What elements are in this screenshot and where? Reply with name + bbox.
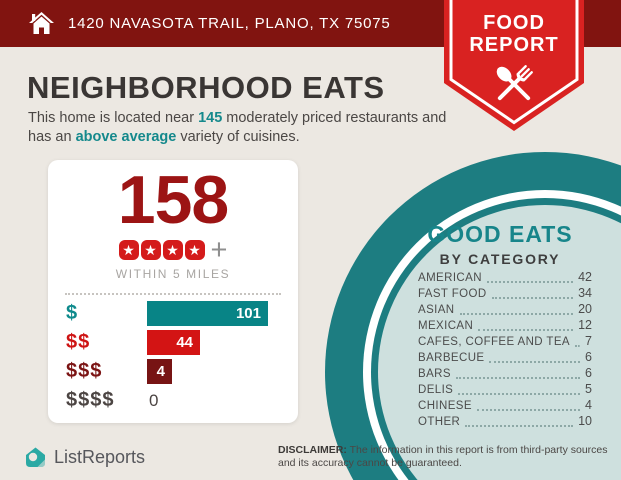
category-count: 34: [578, 286, 592, 300]
category-row: BARBECUE 6: [418, 350, 592, 366]
dot-leader: [459, 313, 574, 315]
badge-line1: FOOD: [483, 12, 545, 34]
category-name: OTHER: [418, 416, 461, 428]
dot-leader: [574, 345, 581, 347]
bar-area: 4: [147, 359, 268, 384]
category-name: AMERICAN: [418, 272, 482, 284]
category-row: AMERICAN 42: [418, 270, 592, 286]
category-list: AMERICAN 42 FAST FOOD 34 ASIAN 20 MEXICAN 12 CAF…: [418, 270, 592, 430]
intro-suffix: variety of cuisines.: [176, 129, 300, 145]
star-icon: ★: [140, 239, 161, 260]
category-count: 5: [585, 382, 592, 396]
food-report-badge: FOOD REPORT: [444, 0, 584, 133]
category-name: DELIS: [418, 384, 454, 396]
rating-stars: ★ ★ ★ ★ +: [48, 233, 298, 266]
price-level-label: $$$: [66, 360, 103, 382]
listreports-house-icon: [24, 446, 47, 469]
dot-leader: [486, 281, 574, 283]
dot-leader: [476, 409, 581, 411]
bar-area: 0: [147, 388, 268, 413]
dot-leader: [491, 297, 574, 299]
category-count: 10: [578, 414, 592, 428]
category-row: BARS 6: [418, 366, 592, 382]
bar-value: 44: [176, 334, 193, 351]
dot-leader: [478, 329, 574, 331]
plus-sign: +: [210, 233, 228, 266]
category-count: 7: [585, 334, 592, 348]
intro-middle: moderately priced restaurants and has an: [28, 110, 447, 145]
above-average-highlight: above average: [75, 129, 177, 145]
category-name: CAFES, COFFEE AND TEA: [418, 336, 570, 348]
good-eats-subtitle: BY CATEGORY: [439, 251, 561, 267]
radius-label: WITHIN 5 MILES: [115, 267, 231, 281]
disclaimer: DISCLAIMER: The information in this repo…: [278, 444, 614, 470]
dot-leader: [489, 361, 581, 363]
total-restaurants: 158: [117, 162, 229, 238]
good-eats-header: GOOD EATS BY CATEGORY: [400, 221, 600, 267]
listreports-logo: ListReports: [24, 446, 145, 469]
category-count: 6: [585, 350, 592, 364]
bar: 101: [147, 301, 268, 326]
dot-leader: [465, 425, 574, 427]
category-name: CHINESE: [418, 400, 472, 412]
bar-area: 101: [147, 301, 268, 326]
restaurant-count: 145: [198, 110, 223, 126]
category-name: FAST FOOD: [418, 288, 487, 300]
intro-prefix: This home is located near: [28, 110, 199, 126]
intro-text: This home is located near 145 moderately…: [28, 109, 448, 147]
price-level-label: $: [66, 302, 79, 324]
category-row: MEXICAN 12: [418, 318, 592, 334]
disclaimer-label: DISCLAIMER:: [278, 444, 347, 456]
category-count: 12: [578, 318, 592, 332]
price-level-label: $$: [66, 331, 91, 353]
page-title: NEIGHBORHOOD EATS: [27, 70, 385, 105]
category-count: 4: [585, 398, 592, 412]
brand-name: ListReports: [54, 447, 146, 467]
star-icon: ★: [184, 239, 205, 260]
bar: 44: [147, 330, 200, 355]
category-name: BARBECUE: [418, 352, 485, 364]
badge-line2: REPORT: [469, 34, 559, 56]
category-count: 20: [578, 302, 592, 316]
disclaimer-text: The information in this report is from t…: [278, 444, 608, 469]
category-name: BARS: [418, 368, 451, 380]
bar-row: $$ 44: [48, 328, 298, 357]
property-address: 1420 NAVASOTA TRAIL, PLANO, TX 75075: [68, 15, 391, 32]
category-row: FAST FOOD 34: [418, 286, 592, 302]
bar-value: 4: [156, 363, 165, 380]
category-row: CHINESE 4: [418, 398, 592, 414]
category-row: ASIAN 20: [418, 302, 592, 318]
bar-row: $$$ 4: [48, 357, 298, 386]
dot-leader: [455, 377, 581, 379]
price-bar-chart: $101 $$ 44 $$$ 4 $$$$ 0: [48, 299, 298, 415]
category-row: OTHER 10: [418, 414, 592, 430]
price-level-label: $$$$: [66, 389, 115, 411]
dot-leader: [458, 393, 581, 395]
category-row: CAFES, COFFEE AND TEA 7: [418, 334, 592, 350]
home-icon: [28, 11, 55, 36]
star-icon: ★: [118, 239, 139, 260]
bar: 4: [147, 359, 172, 384]
badge-title: FOOD REPORT: [444, 12, 584, 56]
bar-row: $$$$ 0: [48, 386, 298, 415]
star-icon: ★: [162, 239, 183, 260]
crossed-spoon-fork-icon: [496, 65, 533, 101]
category-name: MEXICAN: [418, 320, 474, 332]
summary-card: 158 ★ ★ ★ ★ + WITHIN 5 MILES $101 $$ 44 $$$ 4 $$…: [48, 160, 298, 423]
dotted-divider: [65, 293, 281, 295]
category-name: ASIAN: [418, 304, 455, 316]
category-count: 6: [585, 366, 592, 380]
bar-value: 0: [149, 391, 159, 410]
category-row: DELIS 5: [418, 382, 592, 398]
bar-value: 101: [235, 305, 261, 322]
good-eats-title: GOOD EATS: [427, 221, 573, 247]
bar-area: 44: [147, 330, 268, 355]
bar-row: $101: [48, 299, 298, 328]
category-count: 42: [578, 270, 592, 284]
